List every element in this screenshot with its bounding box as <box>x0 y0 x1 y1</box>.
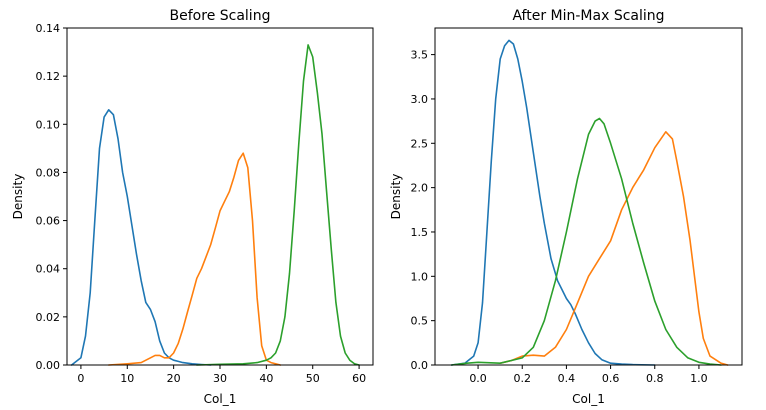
y-axis-label: Density <box>389 174 403 220</box>
y-tick-label: 2.0 <box>411 182 429 195</box>
x-axis-label: Col_1 <box>204 392 237 406</box>
chart-title: After Min-Max Scaling <box>512 8 664 24</box>
y-tick-label: 0.02 <box>36 311 61 324</box>
x-tick-label: 0.0 <box>469 372 487 385</box>
kde-curve-2 <box>107 152 282 366</box>
x-tick-label: 40 <box>259 372 273 385</box>
y-tick-label: 0.0 <box>411 359 429 372</box>
y-tick-label: 0.10 <box>36 118 61 131</box>
y-tick-label: 0.06 <box>36 215 61 228</box>
y-tick-label: 1.5 <box>411 226 429 239</box>
x-tick-label: 60 <box>352 372 366 385</box>
plot-frame <box>434 27 743 366</box>
y-tick-label: 0.12 <box>36 70 61 83</box>
y-tick-label: 0.08 <box>36 166 61 179</box>
chart-title: Before Scaling <box>170 8 271 24</box>
y-tick-label: 3.0 <box>411 93 429 106</box>
x-tick-label: 20 <box>167 372 181 385</box>
chart-before-scaling: 0 10 20 30 40 50 60 0.00 0.02 0.04 0.06 0.08 0.10 0.1… <box>11 8 374 406</box>
x-tick-label: 30 <box>213 372 227 385</box>
kde-curve-1 <box>70 109 212 366</box>
chart-after-min-max-scaling: 0.0 0.2 0.4 0.6 0.8 1.0 0.0 0.5 1.0 1.5 2.0 2.5 3.0 3… <box>389 8 743 406</box>
x-tick-label: 0.6 <box>602 372 620 385</box>
x-tick-label: 0.4 <box>558 372 576 385</box>
x-tick-label: 0 <box>77 372 84 385</box>
kde-curve-3 <box>196 44 360 366</box>
y-tick-label: 0.04 <box>36 263 61 276</box>
y-tick-label: 2.5 <box>411 137 429 150</box>
kde-curve-1 <box>450 39 656 366</box>
kde-curve-2 <box>499 131 729 366</box>
y-tick-label: 0.14 <box>36 22 61 35</box>
x-tick-label: 10 <box>120 372 134 385</box>
x-tick-label: 0.2 <box>513 372 531 385</box>
y-tick-label: 0.00 <box>36 359 61 372</box>
y-axis-label: Density <box>11 174 25 220</box>
x-tick-label: 50 <box>306 372 320 385</box>
x-tick-label: 0.8 <box>646 372 664 385</box>
y-tick-label: 3.5 <box>411 49 429 62</box>
y-tick-label: 0.5 <box>411 315 429 328</box>
x-tick-label: 1.0 <box>690 372 708 385</box>
x-axis-label: Col_1 <box>572 392 605 406</box>
kde-curve-3 <box>450 117 722 366</box>
y-tick-label: 1.0 <box>411 270 429 283</box>
